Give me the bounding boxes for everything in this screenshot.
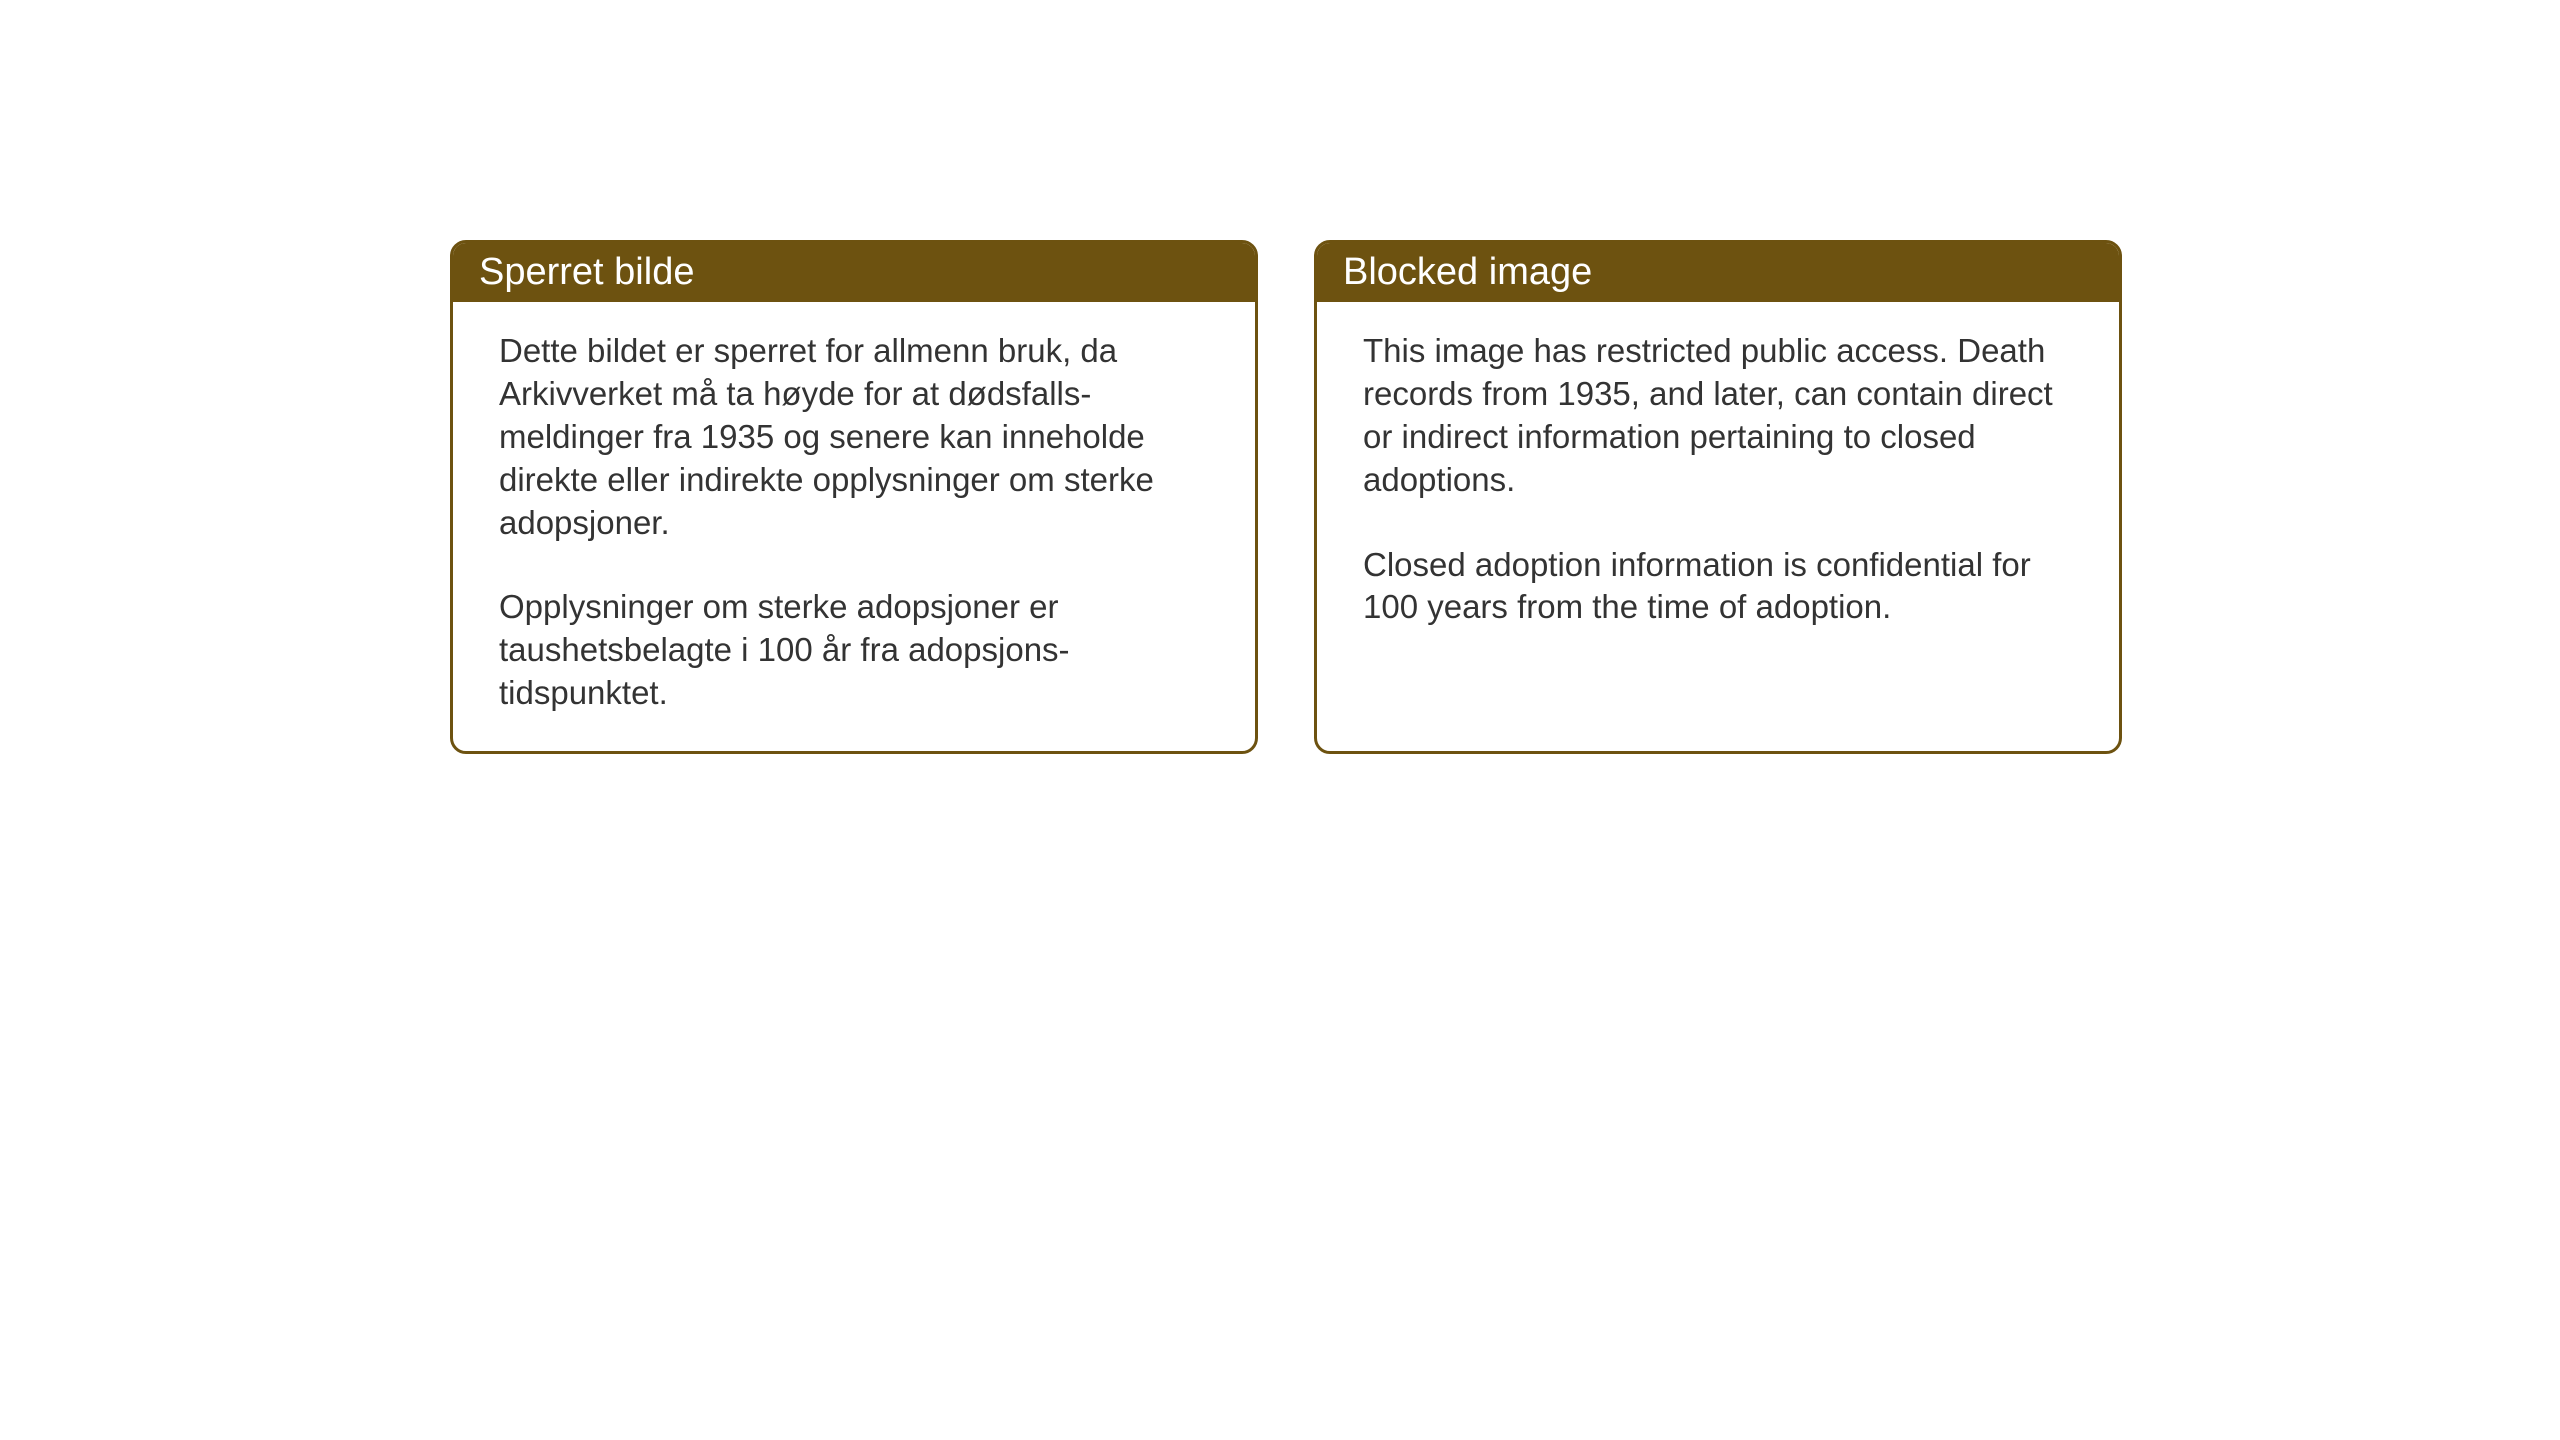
notice-body-norwegian: Dette bildet er sperret for allmenn bruk… <box>453 302 1255 751</box>
notice-paragraph-1-english: This image has restricted public access.… <box>1363 330 2073 502</box>
notice-paragraph-1-norwegian: Dette bildet er sperret for allmenn bruk… <box>499 330 1209 544</box>
notice-title-english: Blocked image <box>1343 251 1592 293</box>
notice-header-norwegian: Sperret bilde <box>453 243 1255 302</box>
notice-body-english: This image has restricted public access.… <box>1317 302 2119 665</box>
notice-paragraph-2-english: Closed adoption information is confident… <box>1363 544 2073 630</box>
notice-paragraph-2-norwegian: Opplysninger om sterke adopsjoner er tau… <box>499 586 1209 715</box>
notice-header-english: Blocked image <box>1317 243 2119 302</box>
notice-title-norwegian: Sperret bilde <box>479 251 694 293</box>
notice-card-norwegian: Sperret bilde Dette bildet er sperret fo… <box>450 240 1258 754</box>
notice-container: Sperret bilde Dette bildet er sperret fo… <box>450 240 2122 754</box>
notice-card-english: Blocked image This image has restricted … <box>1314 240 2122 754</box>
